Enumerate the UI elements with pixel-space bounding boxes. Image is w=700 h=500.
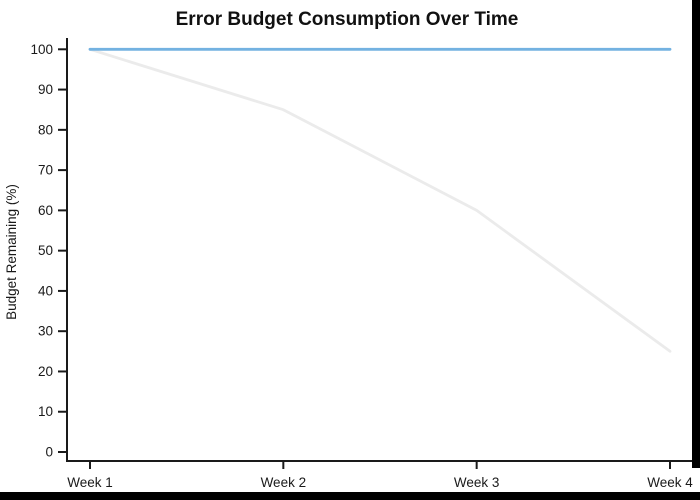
chart-canvas-bottom-strip (0, 468, 700, 492)
y-tick-label: 40 (38, 283, 53, 298)
data-series-lines (88, 47, 672, 353)
tick-labels: 0 10 20 30 40 50 60 70 80 90 100 Week 1 Week 2 Week 3… (30, 42, 693, 490)
y-tick-label: 10 (38, 404, 53, 419)
y-tick-label: 60 (38, 203, 53, 218)
y-tick-label: 30 (38, 324, 53, 339)
y-tick-label: 50 (38, 243, 53, 258)
y-axis-label: Budget Remaining (%) (4, 184, 19, 320)
x-tick-label: Week 3 (454, 475, 500, 490)
y-tick-label: 80 (38, 122, 53, 137)
x-tick-label: Week 2 (261, 475, 307, 490)
window-background-right-bar (692, 0, 700, 468)
budget-remaining-declining-gray-line-series (88, 47, 672, 353)
window-background-bottom-bar (0, 492, 700, 500)
y-tick-label: 90 (38, 82, 53, 97)
y-tick-label: 100 (30, 42, 53, 57)
chart-canvas (0, 0, 692, 468)
y-tick-label: 0 (45, 445, 53, 460)
y-tick-label: 20 (38, 364, 53, 379)
y-tick-label: 70 (38, 163, 53, 178)
axis-ticks (58, 48, 671, 469)
chart-title: Error Budget Consumption Over Time (176, 9, 519, 30)
x-tick-label: Week 4 (647, 475, 693, 490)
axis-spines (66, 38, 692, 462)
x-tick-label: Week 1 (67, 475, 113, 490)
